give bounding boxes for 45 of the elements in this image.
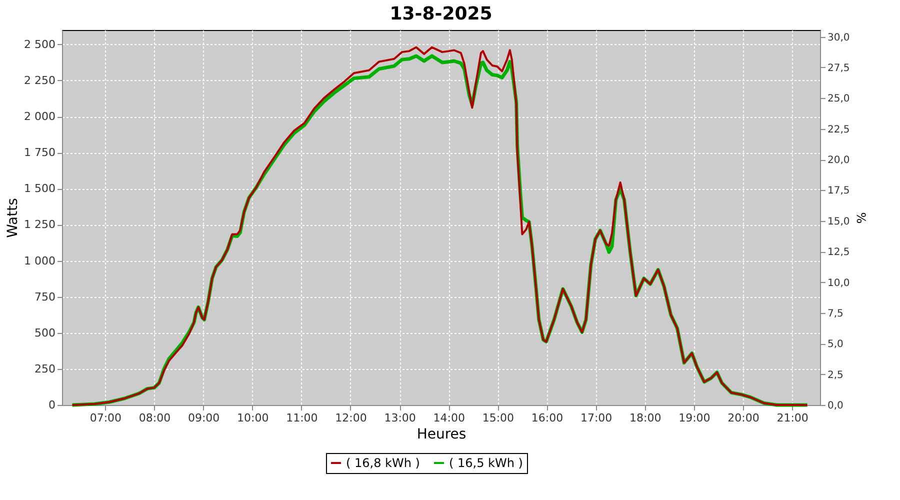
x-tick-label: 18:00 — [630, 412, 662, 424]
y-tick-label: 750 — [34, 290, 56, 304]
x-tick-label: 09:00 — [188, 412, 220, 424]
x-tick-label: 07:00 — [90, 412, 122, 424]
y2-tick-label: 20,0 — [828, 155, 850, 166]
legend-label: ( 16,8 kWh ) — [346, 456, 420, 470]
y2-tick-label: 27,5 — [828, 62, 850, 74]
y2-tick-label: 2,5 — [828, 370, 844, 381]
y2-tick-label: 10,0 — [828, 278, 850, 289]
x-tick-label: 17:00 — [580, 412, 612, 424]
y2-tick-label: 0,0 — [828, 400, 844, 412]
y2-tick-label: 7,5 — [828, 308, 844, 320]
y-tick-label: 1 250 — [24, 218, 56, 232]
y2-tick-label: 25,0 — [828, 94, 850, 105]
x-tick-label: 12:00 — [335, 412, 367, 424]
x-tick-label: 08:00 — [138, 412, 171, 424]
y-tick-label: 0 — [48, 398, 56, 412]
chart-title: 13-8-2025 — [390, 3, 492, 24]
y-tick-label: 2 250 — [24, 74, 56, 87]
x-tick-label: 11:00 — [286, 412, 318, 424]
x-tick-label: 10:00 — [237, 412, 269, 424]
y2-axis-title: % — [854, 212, 868, 224]
y-tick-label: 1 750 — [24, 146, 56, 160]
x-tick-label: 16:00 — [531, 412, 564, 424]
y2-tick-label: 17,5 — [828, 186, 850, 197]
y-tick-label: 2 000 — [24, 110, 56, 124]
legend-label: ( 16,5 kWh ) — [449, 456, 523, 470]
y-tick-label: 1 500 — [24, 182, 56, 196]
x-tick-label: 20:00 — [728, 412, 760, 424]
y-axis-title: Watts — [5, 198, 22, 238]
x-axis-title: Heures — [416, 426, 466, 442]
x-tick-label: 15:00 — [482, 412, 514, 424]
x-tick-label: 21:00 — [776, 412, 808, 424]
y2-tick-label: 15,0 — [828, 216, 850, 228]
x-tick-label: 19:00 — [678, 412, 710, 424]
y2-tick-label: 5,0 — [828, 339, 844, 350]
y2-tick-label: 22,5 — [828, 124, 850, 136]
x-tick-label: 14:00 — [433, 412, 465, 424]
y-tick-label: 500 — [34, 326, 56, 340]
y2-tick-label: 30,0 — [828, 32, 850, 44]
x-tick-label: 13:00 — [384, 412, 416, 424]
y-tick-label: 2 500 — [24, 38, 56, 51]
y-tick-label: 250 — [34, 362, 56, 376]
y-tick-label: 1 000 — [24, 254, 56, 268]
y2-tick-label: 12,5 — [828, 247, 850, 258]
